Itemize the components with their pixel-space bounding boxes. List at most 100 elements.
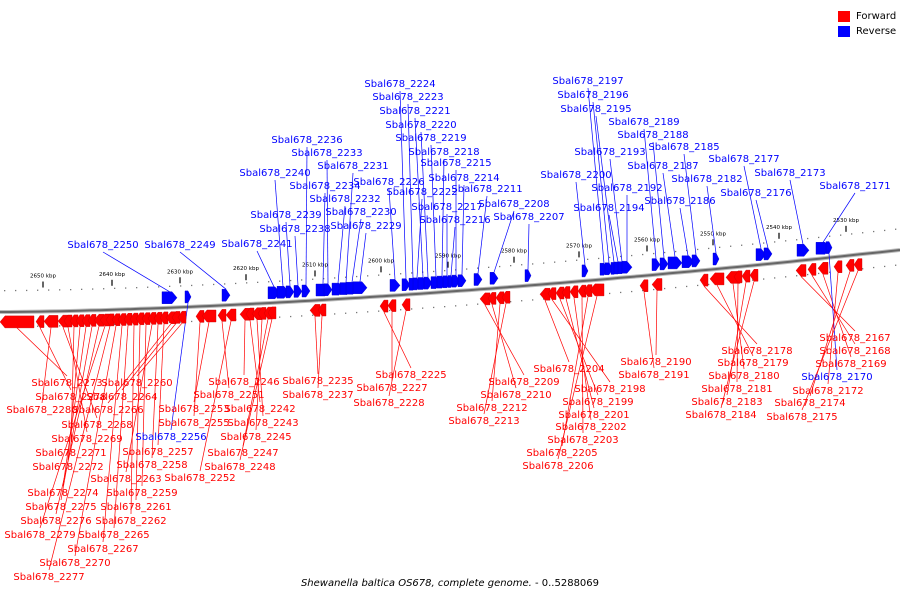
- gene-label[interactable]: Sbal678_2245: [220, 432, 291, 443]
- gene-arrow[interactable]: [423, 276, 433, 290]
- gene-arrow[interactable]: [817, 262, 829, 275]
- gene-label[interactable]: Sbal678_2241: [221, 239, 292, 250]
- gene-label[interactable]: Sbal678_2179: [717, 358, 788, 369]
- gene-label[interactable]: Sbal678_2280: [6, 405, 77, 416]
- gene-label[interactable]: Sbal678_2218: [408, 147, 479, 158]
- gene-arrow[interactable]: [621, 261, 633, 274]
- gene-arrow[interactable]: [807, 263, 817, 276]
- gene-label[interactable]: Sbal678_2183: [691, 397, 762, 408]
- gene-label[interactable]: Sbal678_2167: [819, 333, 890, 344]
- gene-label[interactable]: Sbal678_2205: [526, 448, 597, 459]
- gene-label[interactable]: Sbal678_2190: [620, 357, 691, 368]
- gene-arrow[interactable]: [323, 283, 333, 296]
- gene-label[interactable]: Sbal678_2198: [574, 384, 645, 395]
- gene-arrow[interactable]: [379, 299, 389, 313]
- gene-label[interactable]: Sbal678_2259: [106, 488, 177, 499]
- gene-label[interactable]: Sbal678_2243: [227, 418, 298, 429]
- gene-label[interactable]: Sbal678_2213: [448, 416, 519, 427]
- gene-label[interactable]: Sbal678_2257: [122, 447, 193, 458]
- gene-arrow[interactable]: [589, 283, 605, 297]
- gene-arrow[interactable]: [833, 260, 843, 273]
- gene-label[interactable]: Sbal678_2258: [116, 460, 187, 471]
- gene-label[interactable]: Sbal678_2252: [164, 473, 235, 484]
- gene-arrow[interactable]: [267, 306, 277, 320]
- gene-label[interactable]: Sbal678_2269: [51, 434, 122, 445]
- gene-label[interactable]: Sbal678_2171: [819, 181, 890, 192]
- gene-label[interactable]: Sbal678_2270: [39, 558, 110, 569]
- gene-arrow[interactable]: [651, 258, 661, 271]
- gene-label[interactable]: Sbal678_2268: [61, 420, 132, 431]
- gene-arrow[interactable]: [293, 285, 303, 298]
- gene-label[interactable]: Sbal678_2174: [774, 398, 845, 409]
- legend-reverse[interactable]: Reverse: [838, 24, 896, 39]
- gene-label[interactable]: Sbal678_2278: [35, 392, 106, 403]
- gene-label[interactable]: Sbal678_2176: [720, 188, 791, 199]
- gene-arrow[interactable]: [221, 289, 231, 302]
- gene-label[interactable]: Sbal678_2236: [271, 135, 342, 146]
- gene-arrow[interactable]: [547, 287, 557, 300]
- gene-label[interactable]: Sbal678_2216: [419, 215, 490, 226]
- gene-label[interactable]: Sbal678_2222: [386, 187, 457, 198]
- gene-arrow[interactable]: [763, 247, 773, 261]
- gene-label[interactable]: Sbal678_2197: [552, 76, 623, 87]
- gene-label[interactable]: Sbal678_2187: [627, 161, 698, 172]
- gene-label[interactable]: Sbal678_2202: [555, 422, 626, 433]
- gene-label[interactable]: Sbal678_2247: [207, 448, 278, 459]
- gene-arrow[interactable]: [561, 286, 571, 299]
- gene-label[interactable]: Sbal678_2237: [282, 390, 353, 401]
- gene-label[interactable]: Sbal678_2225: [375, 370, 446, 381]
- gene-label[interactable]: Sbal678_2173: [754, 168, 825, 179]
- gene-label[interactable]: Sbal678_2264: [86, 392, 157, 403]
- gene-label[interactable]: Sbal678_2175: [766, 412, 837, 423]
- gene-arrow[interactable]: [225, 308, 237, 322]
- gene-arrow[interactable]: [473, 273, 483, 286]
- gene-label[interactable]: Sbal678_2272: [32, 462, 103, 473]
- gene-label[interactable]: Sbal678_2261: [100, 502, 171, 513]
- gene-label[interactable]: Sbal678_2232: [309, 194, 380, 205]
- gene-arrow[interactable]: [161, 291, 178, 304]
- gene-label[interactable]: Sbal678_2224: [364, 79, 435, 90]
- gene-label[interactable]: Sbal678_2219: [395, 133, 466, 144]
- gene-arrow[interactable]: [667, 256, 683, 270]
- gene-label[interactable]: Sbal678_2177: [708, 154, 779, 165]
- gene-label[interactable]: Sbal678_2263: [90, 474, 161, 485]
- gene-label[interactable]: Sbal678_2256: [135, 432, 206, 443]
- gene-label[interactable]: Sbal678_2178: [721, 346, 792, 357]
- gene-label[interactable]: Sbal678_2279: [4, 530, 75, 541]
- gene-arrow[interactable]: [387, 299, 397, 312]
- legend-forward[interactable]: Forward: [838, 9, 896, 24]
- gene-label[interactable]: Sbal678_2248: [204, 462, 275, 473]
- gene-arrow[interactable]: [651, 278, 663, 291]
- gene-label[interactable]: Sbal678_2242: [224, 404, 295, 415]
- gene-label[interactable]: Sbal678_2212: [456, 403, 527, 414]
- gene-label[interactable]: Sbal678_2188: [617, 130, 688, 141]
- gene-label[interactable]: Sbal678_2184: [685, 410, 756, 421]
- gene-label[interactable]: Sbal678_2172: [792, 386, 863, 397]
- gene-arrow[interactable]: [749, 269, 759, 282]
- gene-arrow[interactable]: [489, 272, 499, 285]
- gene-label[interactable]: Sbal678_2223: [372, 92, 443, 103]
- gene-label[interactable]: Sbal678_2265: [78, 530, 149, 541]
- gene-label[interactable]: Sbal678_2251: [193, 390, 264, 401]
- gene-label[interactable]: Sbal678_2230: [325, 207, 396, 218]
- gene-label[interactable]: Sbal678_2194: [573, 203, 644, 214]
- gene-label[interactable]: Sbal678_2276: [20, 516, 91, 527]
- gene-label[interactable]: Sbal678_2185: [648, 142, 719, 153]
- gene-label[interactable]: Sbal678_2253: [158, 404, 229, 415]
- gene-label[interactable]: Sbal678_2204: [533, 364, 604, 375]
- gene-arrow[interactable]: [217, 309, 227, 322]
- gene-arrow[interactable]: [845, 259, 855, 272]
- gene-label[interactable]: Sbal678_2217: [411, 202, 482, 213]
- gene-label[interactable]: Sbal678_2189: [608, 117, 679, 128]
- gene-arrow[interactable]: [699, 273, 709, 287]
- gene-arrow[interactable]: [201, 309, 217, 323]
- gene-label[interactable]: Sbal678_2182: [671, 174, 742, 185]
- gene-label[interactable]: Sbal678_2181: [701, 384, 772, 395]
- gene-arrow[interactable]: [639, 279, 649, 292]
- gene-label[interactable]: Sbal678_2260: [101, 378, 172, 389]
- gene-arrow[interactable]: [733, 270, 743, 284]
- gene-label[interactable]: Sbal678_2234: [289, 181, 360, 192]
- gene-label[interactable]: Sbal678_2271: [35, 448, 106, 459]
- gene-label[interactable]: Sbal678_2215: [420, 158, 491, 169]
- gene-label[interactable]: Sbal678_2275: [25, 502, 96, 513]
